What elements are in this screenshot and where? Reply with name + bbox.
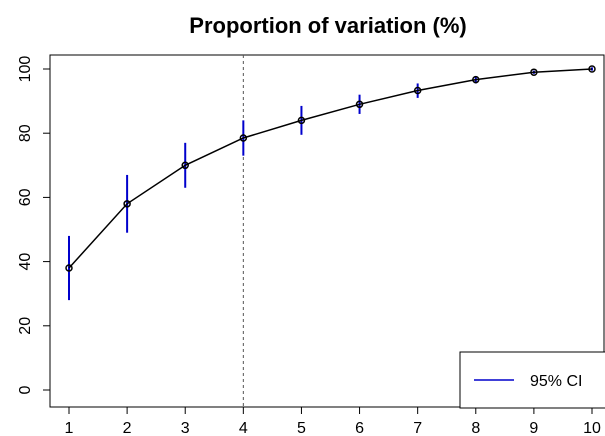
x-axis: 1 2 3 4 5 6 7 8 9 10	[65, 406, 601, 436]
y-tick-label: 80	[17, 124, 34, 142]
x-tick-label: 4	[239, 420, 248, 436]
data-point-9	[530, 68, 538, 76]
data-point-4	[239, 134, 248, 142]
data-points	[65, 65, 596, 272]
data-point-3	[181, 161, 189, 170]
data-point-1	[65, 264, 73, 272]
y-tick-label: 100	[17, 56, 34, 83]
y-tick-label: 60	[17, 188, 34, 206]
data-point-2	[123, 200, 131, 208]
x-tick-label: 8	[471, 420, 480, 436]
chart-title: Proportion of variation (%)	[189, 13, 466, 38]
x-tick-label: 5	[297, 420, 306, 436]
legend: 95% CI	[459, 351, 605, 409]
x-tick-label: 3	[181, 420, 190, 436]
data-point-8	[472, 75, 480, 84]
data-point-10	[588, 65, 596, 73]
series-line	[68, 68, 593, 269]
confidence-intervals	[68, 67, 593, 301]
y-tick-label: 40	[17, 253, 34, 271]
y-tick-label: 0	[17, 385, 34, 394]
x-tick-label: 1	[65, 420, 74, 436]
x-tick-label: 6	[355, 420, 364, 436]
data-point-6	[355, 100, 364, 109]
data-point-7	[413, 86, 422, 95]
x-tick-label: 7	[413, 420, 422, 436]
legend-label: 95% CI	[530, 373, 582, 390]
data-point-5	[297, 116, 306, 125]
x-tick-label: 10	[583, 420, 601, 436]
y-tick-label: 20	[17, 317, 34, 335]
y-axis: 0 20 40 60 80 100	[17, 56, 51, 394]
x-tick-label: 9	[529, 420, 538, 436]
x-tick-label: 2	[123, 420, 132, 436]
